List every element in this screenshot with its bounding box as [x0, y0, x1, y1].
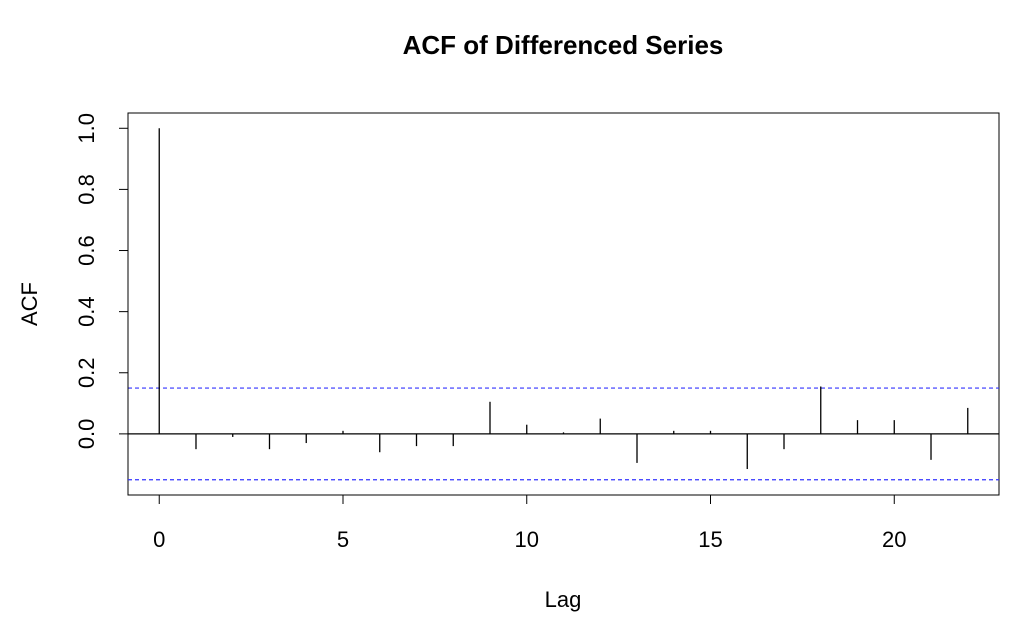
y-tick-label: 0.8: [74, 174, 99, 205]
y-axis-label: ACF: [17, 282, 42, 326]
x-axis: 0 5 10 15 20: [153, 494, 907, 552]
y-tick-label: 0.0: [74, 419, 99, 450]
y-tick-label: 0.4: [74, 296, 99, 327]
y-axis: 0.0 0.2 0.4 0.6 0.8 1.0: [74, 113, 129, 450]
y-tick-label: 0.6: [74, 235, 99, 266]
plot-layer: [128, 128, 999, 481]
y-tick-label: 0.2: [74, 357, 99, 388]
chart-title: ACF of Differenced Series: [403, 30, 724, 60]
x-tick-label: 15: [698, 527, 722, 552]
y-tick-label: 1.0: [74, 113, 99, 144]
x-axis-label: Lag: [545, 587, 582, 612]
x-tick-label: 5: [337, 527, 349, 552]
x-tick-label: 0: [153, 527, 165, 552]
x-tick-label: 20: [882, 527, 906, 552]
x-tick-label: 10: [515, 527, 539, 552]
plot-frame: [127, 112, 1000, 496]
